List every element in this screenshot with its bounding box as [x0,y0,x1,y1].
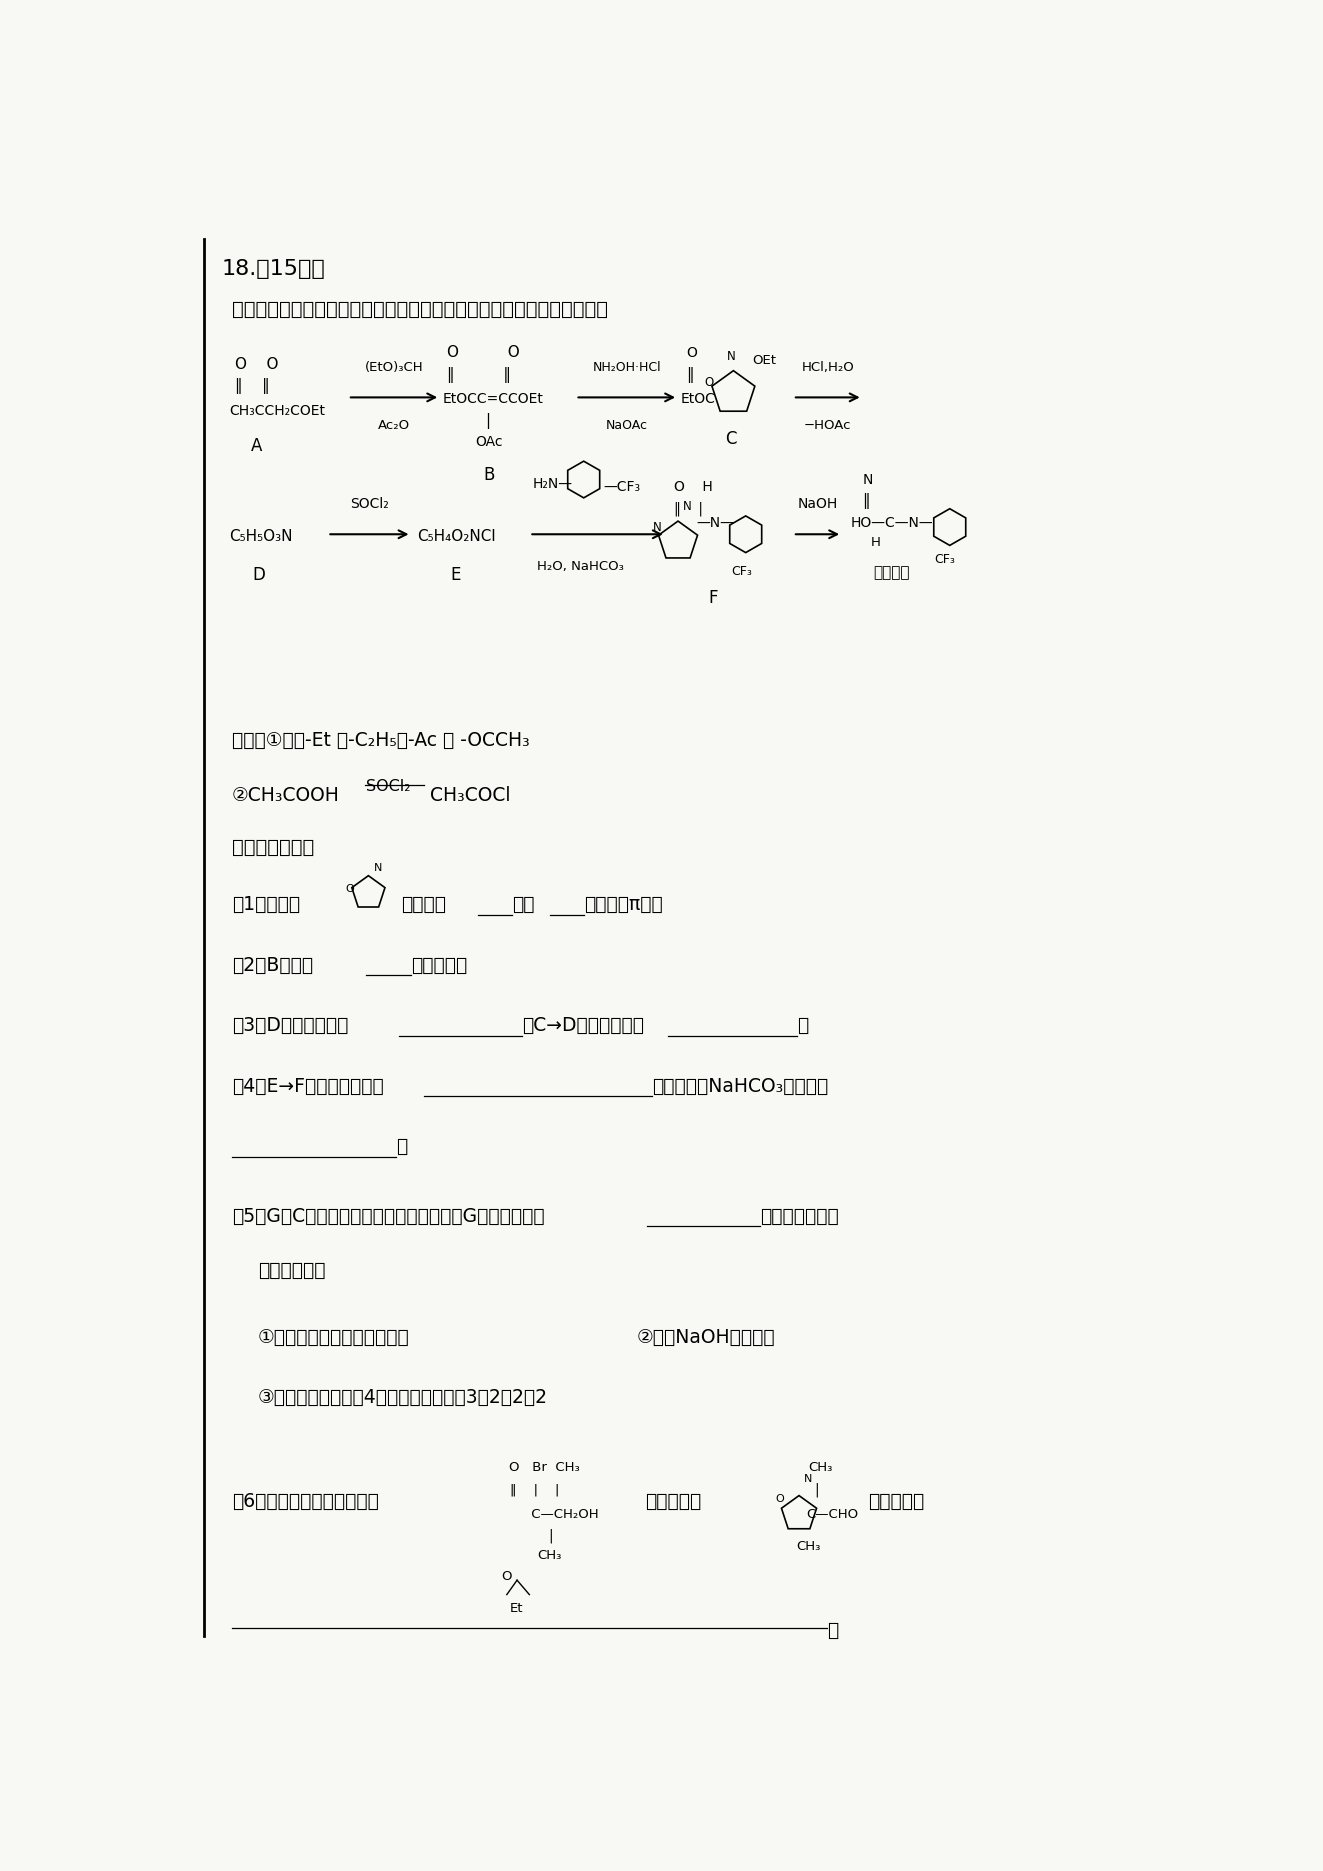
Text: O: O [345,883,355,894]
Text: （5）G是C的同分异构体，满足下列条件的G的结构简式为: （5）G是C的同分异构体，满足下列条件的G的结构简式为 [232,1207,545,1226]
Text: 的合成路线: 的合成路线 [868,1491,923,1510]
Text: CH₃: CH₃ [808,1461,832,1474]
Text: ‖    ‖: ‖ ‖ [235,378,270,395]
Text: ‖          ‖: ‖ ‖ [447,367,511,384]
Text: （6）参考上述信息，写出以: （6）参考上述信息，写出以 [232,1491,378,1510]
Text: 回答下列问题：: 回答下列问题： [232,838,315,857]
Text: C₅H₄O₂NCl: C₅H₄O₂NCl [418,529,496,544]
Text: 特立氟胺: 特立氟胺 [873,565,909,580]
Text: 18.（15分）: 18.（15分） [222,258,325,279]
Text: C—CH₂OH: C—CH₂OH [509,1508,598,1521]
Text: NaOAc: NaOAc [606,419,648,432]
Text: N: N [652,522,662,535]
Text: O: O [687,346,697,359]
Text: Ac₂O: Ac₂O [378,419,410,432]
Text: O   Br  CH₃: O Br CH₃ [509,1461,579,1474]
Text: （不考虑立体异: （不考虑立体异 [759,1207,839,1226]
Text: N: N [804,1474,812,1484]
Text: —N—: —N— [696,516,734,529]
Text: B: B [483,466,495,483]
Text: ②CH₃COOH: ②CH₃COOH [232,786,340,805]
Text: N: N [683,500,692,513]
Text: N: N [728,350,736,363]
Text: Et: Et [509,1602,524,1615]
Text: （3）D的结构简式是: （3）D的结构简式是 [232,1016,348,1035]
Text: CH₃: CH₃ [537,1549,562,1562]
Text: ‖    |    |: ‖ | | [509,1484,560,1497]
Text: 已知：①图中-Et 为-C₂H₅，-Ac 为 -OCCH₃: 已知：①图中-Et 为-C₂H₅，-Ac 为 -OCCH₃ [232,732,529,750]
Text: 特立氟胺是一种口服嘧啶合成酶抑制剂和免疫调节剂，其合成路线如下：: 特立氟胺是一种口服嘧啶合成酶抑制剂和免疫调节剂，其合成路线如下： [232,299,609,320]
Text: E: E [450,567,460,584]
Text: （1）有机物: （1）有机物 [232,896,300,915]
Text: CH₃CCH₂COEt: CH₃CCH₂COEt [229,404,325,417]
Text: O          O: O O [447,344,520,359]
Text: 中心: 中心 [512,896,534,915]
Text: N: N [373,863,382,874]
Text: O: O [705,376,714,389]
Text: NaOH: NaOH [798,498,837,511]
Text: 。: 。 [396,1138,407,1156]
Text: C—CHO: C—CHO [806,1508,859,1521]
Text: SOCl₂: SOCl₂ [366,778,411,793]
Text: 种官能团。: 种官能团。 [411,956,468,975]
Text: SOCl₂: SOCl₂ [351,498,389,511]
Text: EtOC: EtOC [681,393,716,406]
Text: H₂N—: H₂N— [532,477,573,492]
Text: |: | [486,413,491,428]
Text: H: H [871,535,881,548]
Text: O: O [501,1570,512,1583]
Text: 。: 。 [796,1016,808,1035]
Text: D: D [253,567,266,584]
Text: ‖: ‖ [687,367,693,384]
Text: ②能与NaOH溶液反应: ②能与NaOH溶液反应 [638,1328,775,1347]
Text: |: | [815,1482,819,1497]
Text: ；该反应中NaHCO₃的作用是: ；该反应中NaHCO₃的作用是 [652,1078,828,1096]
Text: CH₃COCl: CH₃COCl [430,786,511,805]
Text: |: | [548,1529,553,1544]
Text: HO—C—N—: HO—C—N— [851,516,933,529]
Text: NH₂OH·HCl: NH₂OH·HCl [593,361,662,374]
Text: ①含有氨基且直接连在苯环上: ①含有氨基且直接连在苯环上 [258,1328,409,1347]
Text: F: F [709,589,718,608]
Text: O    H: O H [673,481,713,494]
Text: 任写一种）。: 任写一种）。 [258,1261,325,1280]
Text: A: A [250,436,262,455]
Text: 中，存在: 中，存在 [401,896,446,915]
Text: CF₃: CF₃ [732,565,753,578]
Text: CH₃: CH₃ [796,1540,820,1553]
Text: OEt: OEt [751,354,775,367]
Text: ‖    |: ‖ | [673,501,703,516]
Text: ③核磁共振氢谱中有4组峰且峰面积比为3：2：2：2: ③核磁共振氢谱中有4组峰且峰面积比为3：2：2：2 [258,1388,548,1407]
Text: H₂O, NaHCO₃: H₂O, NaHCO₃ [537,559,623,573]
Text: （2）B中含有: （2）B中含有 [232,956,314,975]
Text: C₅H₅O₃N: C₅H₅O₃N [229,529,292,544]
Text: N: N [863,473,873,486]
Text: 。: 。 [827,1622,837,1641]
Text: O: O [775,1495,785,1504]
Text: OAc: OAc [475,436,503,449]
Text: (EtO)₃CH: (EtO)₃CH [365,361,423,374]
Text: −HOAc: −HOAc [804,419,852,432]
Text: —CF₃: —CF₃ [603,481,640,494]
Text: （4）E→F的化学方程式为: （4）E→F的化学方程式为 [232,1078,384,1096]
Text: ‖: ‖ [863,494,871,509]
Text: 为原料制备: 为原料制备 [646,1491,701,1510]
Text: CF₃: CF₃ [934,554,955,567]
Text: EtOCC=CCOEt: EtOCC=CCOEt [442,393,542,406]
Text: ；C→D的反应类型为: ；C→D的反应类型为 [523,1016,644,1035]
Text: 电子的大π键。: 电子的大π键。 [583,896,663,915]
Text: O    O: O O [235,357,279,372]
Text: HCl,H₂O: HCl,H₂O [802,361,855,374]
Text: C: C [725,430,737,447]
